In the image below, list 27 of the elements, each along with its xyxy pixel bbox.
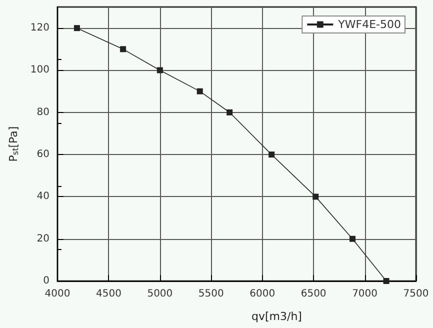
- y-tick-label: 80: [36, 106, 50, 118]
- point: [156, 67, 163, 74]
- y-tick-label: 60: [36, 149, 50, 160]
- y-tick-label: 100: [30, 64, 50, 76]
- x-tick-label: 5000: [147, 288, 173, 300]
- point: [196, 88, 203, 94]
- point: [268, 152, 275, 158]
- y-tick-label: 20: [36, 233, 50, 244]
- point: [349, 236, 356, 242]
- x-tick-label: 7500: [403, 288, 429, 300]
- y-tick-label: 120: [30, 22, 50, 34]
- legend-label: YWF4E-500: [337, 18, 402, 31]
- x-tick-label: 7000: [352, 288, 378, 300]
- y-axis-title: Pst[Pa]: [7, 126, 20, 162]
- point: [120, 46, 126, 52]
- x-axis-title: qv[m3/h]: [252, 310, 302, 323]
- x-tick-label: 5500: [198, 288, 224, 300]
- point: [312, 194, 319, 200]
- y-tick-label: 40: [36, 191, 50, 202]
- x-tick-label: 6000: [250, 288, 276, 300]
- point: [383, 278, 390, 284]
- x-tick-label: 4500: [96, 288, 122, 300]
- x-tick-label: 4000: [44, 288, 70, 300]
- point: [226, 109, 233, 116]
- y-tick-label: 0: [43, 276, 50, 286]
- point: [74, 25, 80, 32]
- x-tick-label: 6500: [300, 288, 326, 300]
